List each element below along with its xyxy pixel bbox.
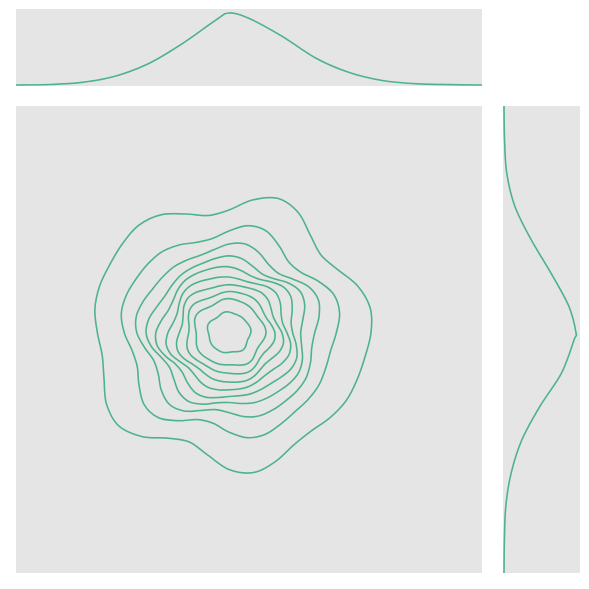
marginal-y-background	[503, 106, 580, 573]
joint-plot-background	[16, 106, 482, 573]
marginal-x-background	[16, 9, 482, 86]
kde-contour-level-3	[186, 290, 276, 375]
kde-contour-level-2	[193, 297, 267, 366]
marginal-y-panel	[503, 105, 580, 574]
kde-contour-level-8	[134, 242, 321, 418]
joint-panel	[16, 106, 482, 573]
marginal-x-panel	[15, 9, 483, 86]
kde-contour-level-1	[206, 310, 252, 354]
kde-contour-level-7	[145, 254, 306, 406]
kde-contour-level-10	[94, 196, 373, 474]
marginal-y-density-line	[503, 105, 578, 574]
kde-contours	[94, 196, 373, 474]
kde-contour-level-6	[154, 265, 298, 399]
kde-contour-level-5	[165, 276, 292, 391]
kde-contour-level-9	[120, 224, 341, 439]
kde-contour-level-4	[175, 283, 285, 384]
marginal-x-density-line	[15, 12, 483, 86]
